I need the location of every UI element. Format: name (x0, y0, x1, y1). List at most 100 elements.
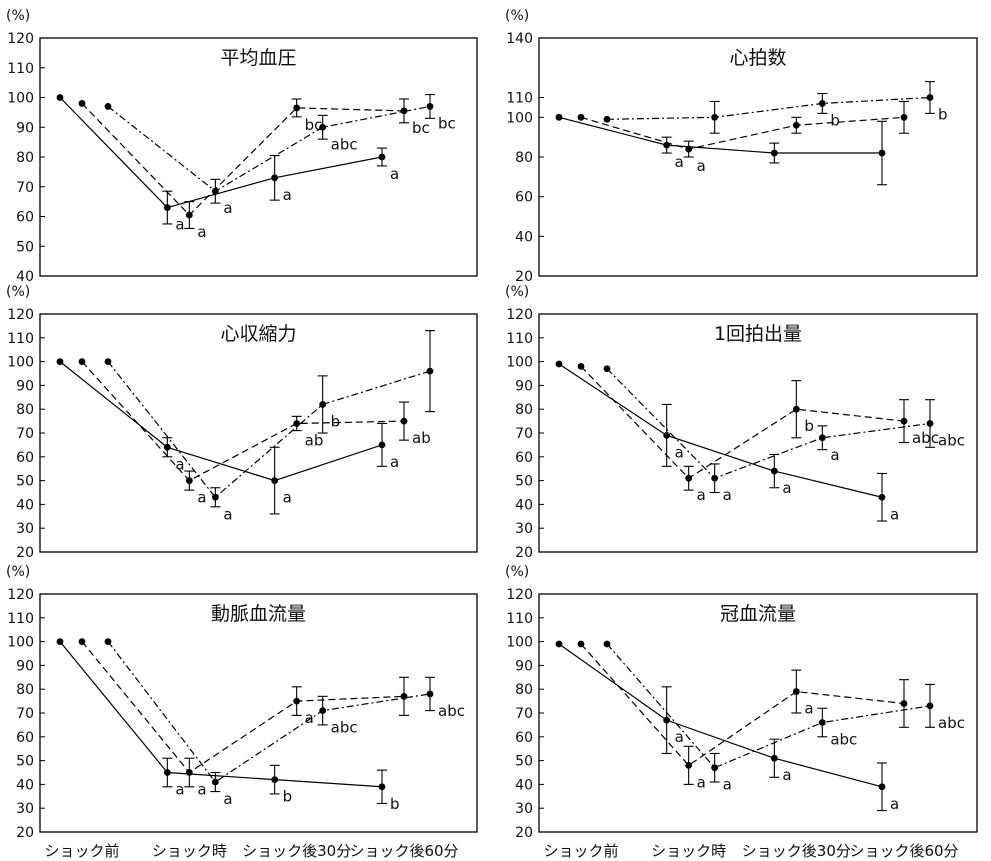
data-point (211, 778, 219, 786)
significance-label: b (331, 412, 341, 430)
data-point (603, 640, 611, 648)
x-category-label: ショック後60分 (349, 842, 458, 860)
significance-label: a (723, 776, 732, 794)
y-tick-label: 110 (506, 611, 533, 627)
y-tick-label: 100 (506, 635, 533, 651)
data-point (78, 100, 86, 107)
data-point (211, 493, 219, 501)
significance-label: b (938, 106, 948, 124)
data-point (792, 121, 800, 129)
y-tick-label: 40 (515, 229, 533, 245)
y-tick-label: 90 (16, 378, 34, 394)
significance-label: abc (438, 702, 465, 720)
data-point (878, 783, 886, 791)
y-tick-label: 70 (515, 426, 533, 442)
data-point (663, 716, 671, 724)
data-point (378, 441, 386, 449)
significance-label: abc (830, 731, 857, 749)
y-tick-label: 50 (16, 754, 34, 770)
significance-label: a (223, 505, 232, 523)
data-point (603, 365, 611, 373)
y-unit-label: (%) (505, 564, 529, 580)
y-tick-label: 60 (16, 730, 34, 746)
y-tick-label: 70 (515, 706, 533, 722)
x-category-label: ショック前 (44, 842, 119, 860)
series-line-dashed (580, 643, 905, 767)
y-tick-label: 100 (506, 355, 533, 371)
data-point (185, 477, 193, 484)
significance-label: ab (412, 429, 431, 447)
data-point (818, 719, 826, 726)
y-tick-label: 110 (506, 91, 533, 107)
significance-label: a (782, 479, 791, 497)
significance-label: a (390, 453, 399, 471)
series-line-dashed (580, 365, 905, 479)
data-point (271, 174, 279, 182)
significance-label: a (675, 443, 684, 461)
data-point (104, 103, 112, 110)
y-tick-label: 120 (506, 587, 533, 603)
significance-label: bc (412, 119, 430, 137)
data-point (378, 153, 386, 161)
data-point (163, 204, 171, 211)
y-unit-label: (%) (6, 284, 30, 300)
data-point (271, 776, 279, 784)
data-point (555, 640, 563, 648)
plot-frame (538, 593, 978, 833)
chart-title: 動脈血流量 (211, 603, 306, 625)
data-point (577, 113, 585, 121)
significance-label: a (175, 455, 184, 473)
data-point (900, 417, 908, 425)
data-point (663, 431, 671, 439)
y-tick-label: 120 (7, 307, 34, 323)
data-point (792, 405, 800, 413)
significance-label: b (804, 417, 814, 435)
significance-label: abc (331, 135, 358, 153)
y-tick-label: 100 (506, 110, 533, 126)
chart-panel-4: (%)20304050607080901001101201回拍出量aaaabab… (505, 284, 978, 561)
y-tick-label: 70 (16, 426, 34, 442)
y-tick-label: 40 (16, 777, 34, 793)
plot-frame (538, 37, 978, 277)
data-point (378, 783, 386, 791)
y-tick-label: 30 (16, 801, 34, 817)
y-tick-label: 20 (16, 545, 34, 561)
chart-title: 1回拍出量 (714, 323, 802, 345)
y-tick-label: 110 (7, 611, 34, 627)
data-point (400, 107, 408, 115)
significance-label: abc (938, 714, 965, 732)
data-point (319, 707, 327, 715)
series-line-dashdot (606, 96, 931, 120)
y-tick-label: 100 (7, 635, 34, 651)
plot-frame (39, 37, 478, 277)
y-tick-label: 120 (7, 31, 34, 47)
x-category-label: ショック後30分 (742, 842, 851, 860)
y-tick-label: 60 (515, 450, 533, 466)
x-category-label: ショック前 (543, 842, 618, 860)
data-point (293, 697, 301, 705)
data-point (685, 761, 693, 769)
significance-label: a (675, 153, 684, 171)
series-line-dashdot (606, 643, 931, 769)
y-tick-label: 100 (7, 91, 34, 107)
chart-panel-2: (%) 20 40 60 80 100 110 140 心拍数 a a b b (505, 8, 978, 285)
y-tick-label: 20 (515, 545, 533, 561)
data-point (818, 434, 826, 442)
data-point (400, 417, 408, 425)
y-tick-label: 70 (16, 706, 34, 722)
data-point (185, 211, 193, 219)
series-line-dashdot (107, 641, 431, 783)
data-point (900, 700, 908, 707)
y-tick-label: 100 (7, 355, 34, 371)
y-tick-label: 20 (16, 825, 34, 841)
data-point (555, 113, 563, 121)
series-line-dashed (81, 361, 405, 482)
significance-label: a (175, 781, 184, 799)
significance-label: a (197, 781, 206, 799)
data-point (900, 113, 908, 121)
significance-label: b (830, 111, 840, 129)
data-point (770, 149, 778, 157)
y-tick-label: 110 (7, 61, 34, 77)
